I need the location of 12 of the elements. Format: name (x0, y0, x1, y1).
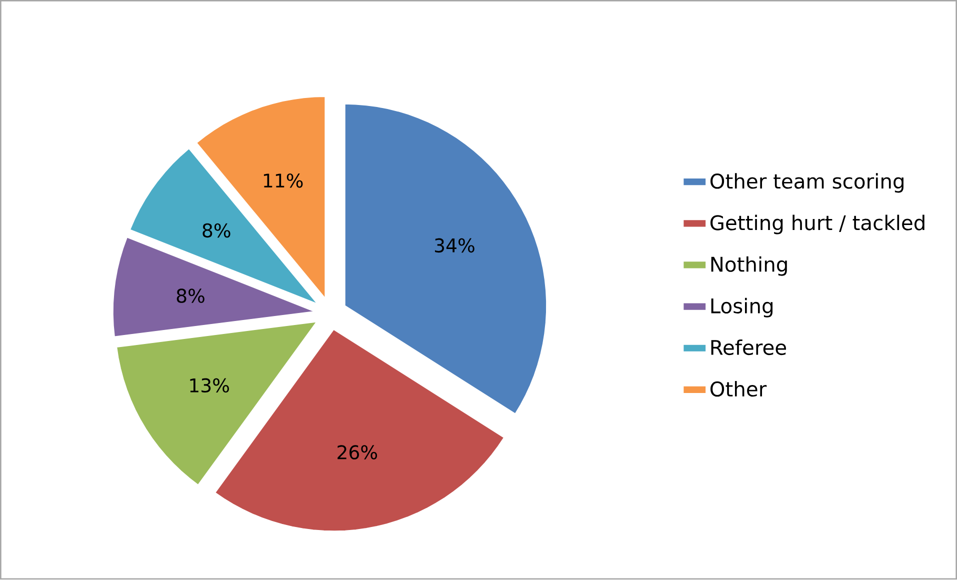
data-label: 8% (176, 288, 204, 304)
legend-label: Other (710, 381, 767, 397)
data-label: 11% (264, 174, 303, 188)
legend-label: Other team scoring (710, 173, 904, 193)
data-label: 26% (338, 445, 378, 460)
legend-label: Losing (711, 298, 772, 318)
legend-label: Nothing (711, 256, 787, 276)
legend-label: Getting hurt / tackled (710, 214, 924, 234)
legend-label: Referee (711, 340, 786, 356)
data-label: 13% (190, 378, 229, 393)
data-label: 34% (434, 238, 474, 253)
data-label: 8% (202, 224, 230, 238)
